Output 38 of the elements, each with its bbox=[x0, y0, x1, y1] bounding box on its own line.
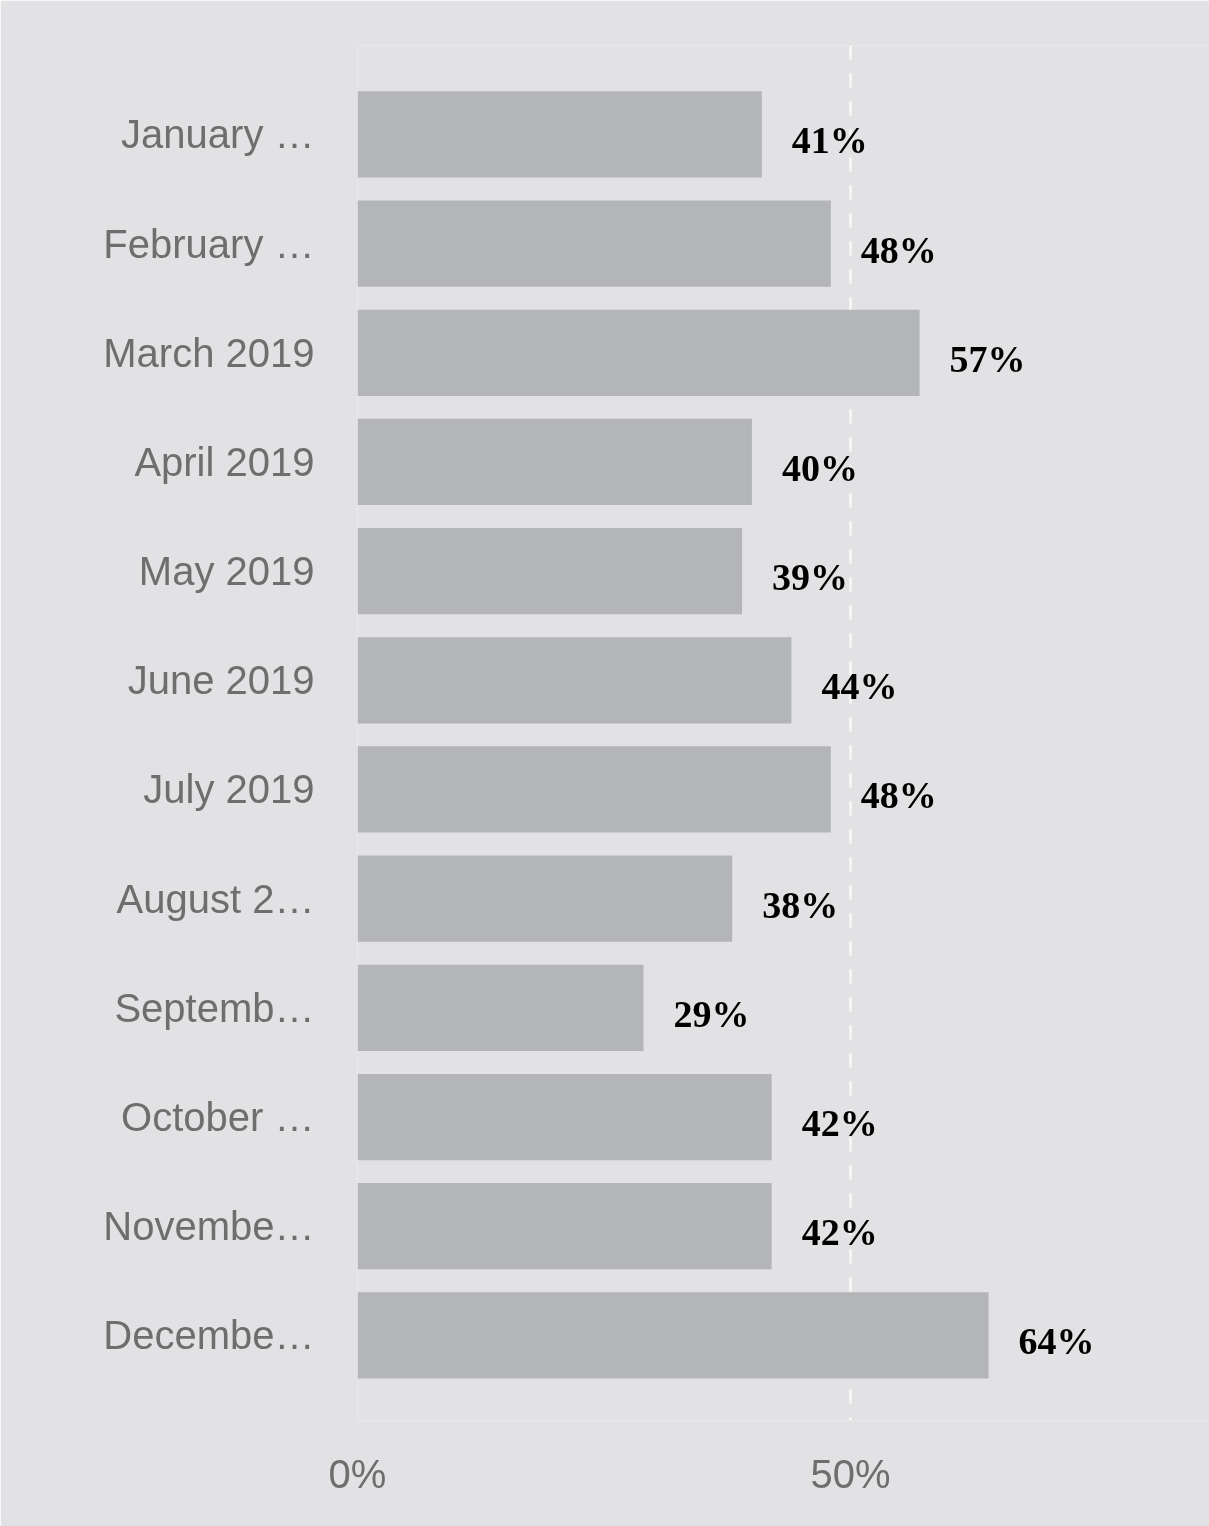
data-label: 64% bbox=[1018, 1320, 1095, 1363]
data-label: 57% bbox=[949, 337, 1026, 380]
bar bbox=[357, 200, 831, 287]
y-tick-label: May 2019 bbox=[138, 549, 315, 594]
data-label: 44% bbox=[821, 665, 898, 708]
bar bbox=[357, 309, 920, 396]
x-tick-label: 0% bbox=[328, 1451, 387, 1496]
data-label: 48% bbox=[860, 228, 937, 271]
bar bbox=[357, 964, 644, 1051]
bar bbox=[357, 528, 743, 615]
y-tick-label: October … bbox=[121, 1095, 315, 1140]
y-tick-label: March 2019 bbox=[103, 330, 315, 375]
y-tick-label: Septemb… bbox=[114, 985, 315, 1030]
bar bbox=[357, 91, 762, 178]
y-tick-label: Novembe… bbox=[103, 1204, 315, 1249]
bar bbox=[357, 1073, 772, 1161]
data-label: 29% bbox=[673, 992, 750, 1035]
data-label: 41% bbox=[791, 119, 868, 162]
data-label: 38% bbox=[762, 883, 839, 926]
y-tick-label: April 2019 bbox=[134, 439, 315, 484]
y-tick-label: January … bbox=[121, 112, 315, 157]
bar bbox=[357, 855, 733, 942]
data-label: 39% bbox=[772, 556, 849, 599]
y-tick-label: February … bbox=[103, 221, 315, 266]
y-tick-label: Decembe… bbox=[103, 1313, 315, 1358]
data-label: 42% bbox=[801, 1211, 878, 1254]
bar bbox=[357, 637, 792, 724]
bar bbox=[357, 746, 831, 833]
data-label: 42% bbox=[801, 1102, 878, 1145]
bar bbox=[357, 1292, 989, 1379]
bar bbox=[357, 1183, 772, 1270]
y-tick-label: August 2… bbox=[116, 876, 315, 921]
x-tick-label: 50% bbox=[810, 1451, 891, 1496]
data-label: 48% bbox=[860, 774, 937, 817]
bar bbox=[357, 418, 752, 506]
y-tick-label: June 2019 bbox=[127, 658, 315, 703]
y-tick-label: July 2019 bbox=[143, 767, 315, 812]
data-label: 40% bbox=[781, 446, 858, 489]
